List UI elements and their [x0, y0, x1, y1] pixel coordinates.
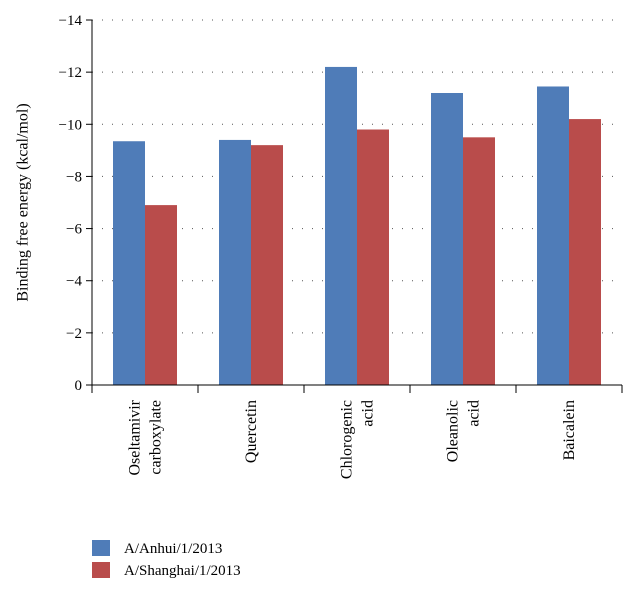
y-ticks: 0 −2 −4 −6 −8 −10 −12 −14	[59, 13, 92, 394]
legend-label: A/Shanghai/1/2013	[124, 563, 241, 579]
bar-shanghai	[251, 145, 283, 385]
y-tick-label: −8	[66, 169, 82, 185]
y-axis-title: Binding free energy (kcal/mol)	[15, 103, 32, 301]
bar-anhui	[431, 93, 463, 385]
y-tick-label: −4	[66, 274, 82, 290]
category-label: Oseltamivir	[127, 399, 144, 475]
category-label: Quercetin	[243, 400, 260, 463]
y-tick-label: −14	[59, 13, 83, 29]
category-label: acid	[360, 400, 377, 427]
bar-shanghai	[569, 119, 601, 386]
legend: A/Anhui/1/2013 A/Shanghai/1/2013	[92, 540, 241, 579]
category-label: Baicalein	[561, 400, 578, 460]
bars	[113, 66, 601, 386]
category-label: carboxylate	[148, 400, 165, 475]
y-tick-label: −10	[59, 117, 82, 133]
bar-anhui	[537, 86, 569, 385]
category-label: acid	[466, 400, 483, 427]
bar-shanghai	[145, 205, 177, 385]
bar-anhui	[219, 139, 251, 385]
bar-shanghai	[463, 137, 495, 385]
category-label: Chlorogenic	[339, 400, 356, 479]
bar-anhui	[113, 141, 145, 385]
x-categories: Oseltamivir carboxylate Quercetin Chlorogen…	[91, 385, 623, 479]
legend-swatch	[92, 540, 110, 556]
bar-anhui	[325, 66, 357, 385]
bar-shanghai	[357, 129, 389, 385]
legend-swatch	[92, 562, 110, 578]
y-tick-label: −12	[59, 65, 82, 81]
y-tick-label: 0	[75, 378, 83, 394]
y-tick-label: −6	[66, 222, 82, 238]
category-label: Oleanolic	[445, 400, 462, 462]
y-tick-label: −2	[66, 326, 82, 342]
legend-label: A/Anhui/1/2013	[124, 541, 222, 557]
axes	[91, 20, 622, 386]
